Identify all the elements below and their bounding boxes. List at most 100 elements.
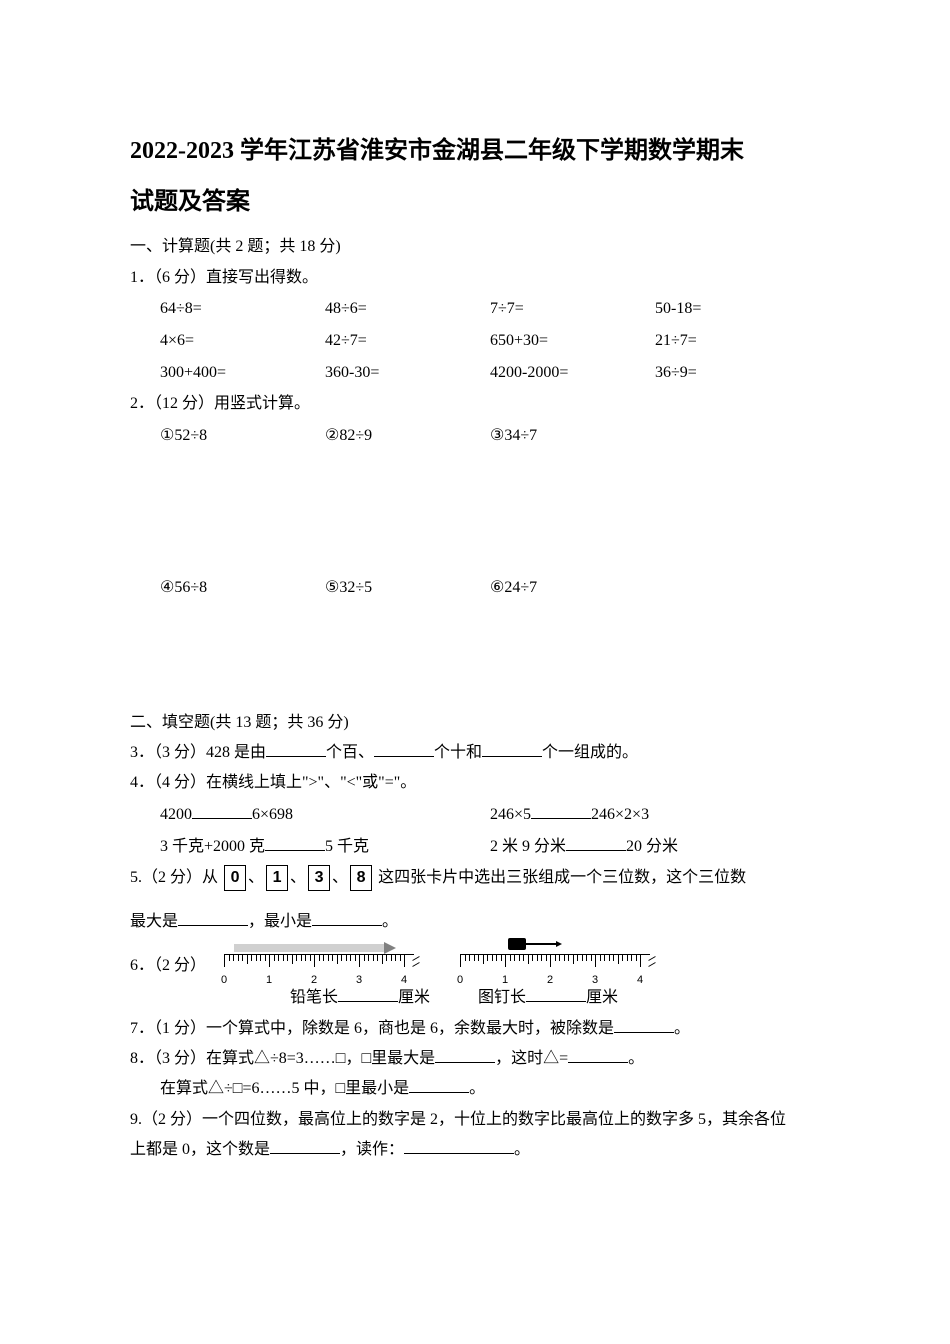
q1-cell: 4200-2000= [490,357,655,389]
q2-row1: ①52÷8 ②82÷9 ③34÷7 [130,420,820,452]
q2-cell: ⑥24÷7 [490,572,655,604]
ruler-label: 4 [401,969,407,991]
q4-right: 5 千克 [325,838,369,855]
q4-item: 246×5246×2×3 [490,799,820,831]
blank [266,739,326,757]
q1-row3: 300+400= 360-30= 4200-2000= 36÷9= [130,357,820,389]
q6-labels: 铅笔长厘米 图钉长厘米 [130,982,820,1014]
blank [526,984,586,1002]
q2-cell: ⑤32÷5 [325,572,490,604]
q1-cell: 300+400= [160,357,325,389]
q2-cell [655,420,820,452]
blank [614,1015,674,1033]
ruler-label: 3 [356,969,362,991]
ruler-label: 0 [221,969,227,991]
q8-text: 在算式△÷□=6……5 中，□里最小是 [160,1080,409,1097]
blank [270,1136,340,1154]
q2-cell: ④56÷8 [160,572,325,604]
q8-text: 。 [469,1080,485,1097]
digit-card: 1 [266,865,288,891]
q1-cell: 4×6= [160,325,325,357]
q1-cell: 21÷7= [655,325,820,357]
blank [312,908,382,926]
blank [531,801,591,819]
section1-header: 一、计算题(共 2 题；共 18 分) [130,232,820,262]
q5-text: 最大是 [130,913,178,930]
blank [265,833,325,851]
q5-line2: 最大是 ，最小是 。 [130,907,820,937]
ruler-label: 0 [457,969,463,991]
q3: 3．（3 分）428 是由个百、个十和个一组成的。 [130,738,820,768]
q4-row2: 3 千克+2000 克 5 千克 2 米 9 分米 20 分米 [130,831,820,863]
work-space [130,452,820,572]
ruler: 01234 [224,954,414,982]
q5-post: 这四张卡片中选出三张组成一个三位数，这个三位数 [378,869,746,886]
pin-ruler: 01234 [460,938,650,982]
blank [482,739,542,757]
q1-label: 1．（6 分）直接写出得数。 [130,263,820,293]
q9-text: 。 [514,1141,530,1158]
exam-title-line2: 试题及答案 [130,181,820,224]
q1-cell: 36÷9= [655,357,820,389]
pencil-icon [234,944,384,952]
ruler-label: 4 [637,969,643,991]
q9-line2: 上都是 0，这个数是，读作：。 [130,1135,820,1165]
ruler: 01234 [460,954,650,982]
q1-cell: 360-30= [325,357,490,389]
blank [374,739,434,757]
q1-cell: 7÷7= [490,293,655,325]
q1-row2: 4×6= 42÷7= 650+30= 21÷7= [130,325,820,357]
q1-cell: 50-18= [655,293,820,325]
q4-row1: 42006×698 246×5246×2×3 [130,799,820,831]
q8-line1: 8．（3 分）在算式△÷8=3……□，□里最大是，这时△=。 [130,1044,820,1074]
q4-left: 2 米 9 分米 [490,838,566,855]
q6-pencil-post: 厘米 [398,989,430,1006]
q6-pin-post: 厘米 [586,989,618,1006]
q3-text: 个一组成的。 [542,744,638,761]
q5-pre: 5.（2 分）从 [130,869,218,886]
q7: 7．（1 分）一个算式中，除数是 6，商也是 6，余数最大时，被除数是。 [130,1014,820,1044]
q2-cell [655,572,820,604]
q4-right: 6×698 [252,806,293,823]
digit-card: 8 [350,865,372,891]
q4-right: 246×2×3 [591,806,649,823]
q9-text: ，读作： [340,1141,404,1158]
q4-item: 2 米 9 分米 20 分米 [490,831,820,863]
q2-cell: ②82÷9 [325,420,490,452]
q5-text: ，最小是 [248,913,312,930]
q1-cell: 650+30= [490,325,655,357]
q4-left: 3 千克+2000 克 [160,838,265,855]
q3-text: 3．（3 分）428 是由 [130,744,266,761]
blank [338,984,398,1002]
ruler-label: 1 [502,969,508,991]
q1-cell: 48÷6= [325,293,490,325]
q8-text: 8．（3 分）在算式△÷8=3……□，□里最大是 [130,1050,435,1067]
q4-label: 4．（4 分）在横线上填上">"、"<"或"="。 [130,768,820,798]
blank [435,1045,495,1063]
q6-label: 6．（2 分） [130,950,216,982]
q6-row: 6．（2 分） 01234 01234 [130,938,820,982]
digit-card: 3 [308,865,330,891]
ruler-label: 1 [266,969,272,991]
blank [568,1045,628,1063]
q6-pencil-pre: 铅笔长 [290,989,338,1006]
q7-text: 7．（1 分）一个算式中，除数是 6，商也是 6，余数最大时，被除数是 [130,1020,614,1037]
blank [192,801,252,819]
q1-cell: 42÷7= [325,325,490,357]
section2-header: 二、填空题(共 13 题；共 36 分) [130,708,820,738]
q3-text: 个十和 [434,744,482,761]
q2-label: 2．（12 分）用竖式计算。 [130,389,820,419]
q8-line2: 在算式△÷□=6……5 中，□里最小是 。 [130,1074,820,1104]
q8-text: 。 [628,1050,644,1067]
q2-cell: ③34÷7 [490,420,655,452]
q4-right: 20 分米 [626,838,678,855]
q9-line1: 9.（2 分）一个四位数，最高位上的数字是 2，十位上的数字比最高位上的数字多 … [130,1105,820,1135]
blank [404,1136,514,1154]
thumbtack-icon [508,938,558,952]
ruler-label: 3 [592,969,598,991]
q4-item: 3 千克+2000 克 5 千克 [160,831,490,863]
q5-text: 。 [382,913,398,930]
q2-row2: ④56÷8 ⑤32÷5 ⑥24÷7 [130,572,820,604]
q5-line1: 5.（2 分）从 0、1、3、8 这四张卡片中选出三张组成一个三位数，这个三位数 [130,863,820,893]
q1-row1: 64÷8= 48÷6= 7÷7= 50-18= [130,293,820,325]
